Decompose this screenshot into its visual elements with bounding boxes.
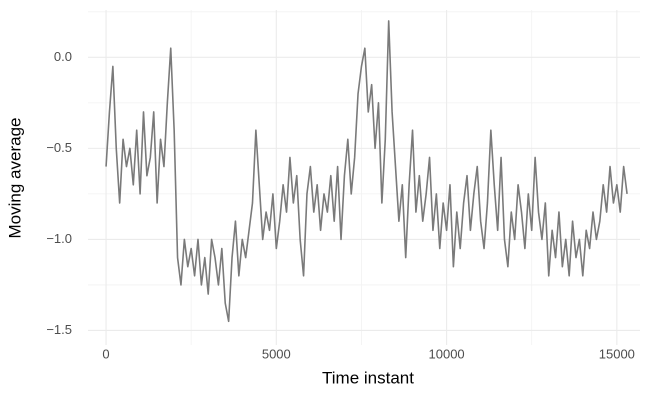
y-axis-title: Moving average [5, 118, 24, 239]
y-tick-label: −0.5 [46, 140, 72, 155]
x-tick-label: 5000 [262, 346, 291, 361]
x-tick-label: 10000 [429, 346, 465, 361]
y-tick-label: 0.0 [54, 49, 72, 64]
data-line [105, 20, 628, 323]
x-tick-label: 15000 [599, 346, 635, 361]
x-axis-title: Time instant [322, 368, 414, 387]
y-tick-label: −1.5 [46, 322, 72, 337]
x-tick-label: 0 [102, 346, 109, 361]
y-tick-label: −1.0 [46, 231, 72, 246]
